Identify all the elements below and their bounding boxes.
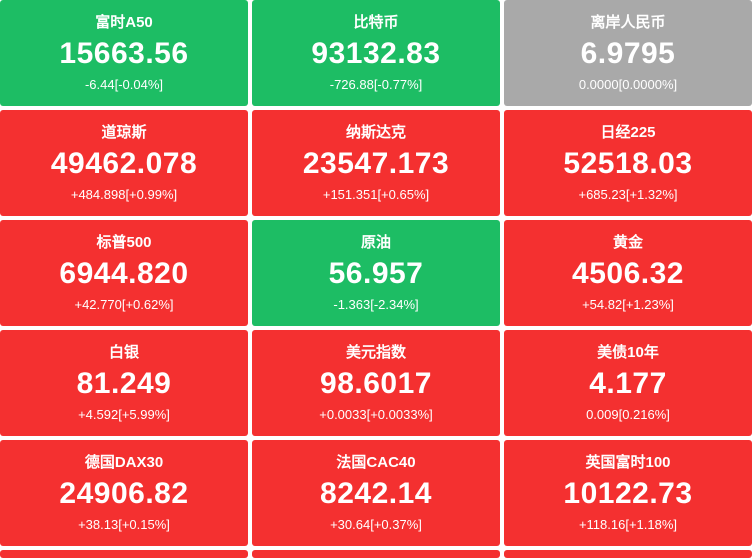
market-name: 德国DAX30 xyxy=(84,454,164,471)
market-tile[interactable]: 德国DAX30 24906.82 +38.13[+0.15%] xyxy=(0,440,248,546)
market-name: 标普500 xyxy=(96,234,152,251)
market-change: +30.64[+0.37%] xyxy=(330,517,422,532)
market-tile[interactable]: 黄金 4506.32 +54.82[+1.23%] xyxy=(504,220,752,326)
partial-tile xyxy=(0,550,248,558)
market-change: +54.82[+1.23%] xyxy=(582,297,674,312)
market-value: 49462.078 xyxy=(50,147,198,180)
market-change: +151.351[+0.65%] xyxy=(322,187,430,202)
market-value: 81.249 xyxy=(76,367,172,400)
market-tile[interactable]: 纳斯达克 23547.173 +151.351[+0.65%] xyxy=(252,110,500,216)
market-value: 4.177 xyxy=(589,367,667,400)
market-name: 英国富时100 xyxy=(585,454,671,471)
market-name: 美元指数 xyxy=(345,344,406,361)
market-tile[interactable]: 美债10年 4.177 0.009[0.216%] xyxy=(504,330,752,436)
market-value: 93132.83 xyxy=(311,37,441,70)
market-value: 6.9795 xyxy=(580,37,676,70)
market-name: 道琼斯 xyxy=(101,124,147,141)
market-tile[interactable]: 美元指数 98.6017 +0.0033[+0.0033%] xyxy=(252,330,500,436)
market-value: 23547.173 xyxy=(302,147,450,180)
market-change: +4.592[+5.99%] xyxy=(78,407,170,422)
market-change: +118.16[+1.18%] xyxy=(578,517,678,532)
market-value: 56.957 xyxy=(328,257,424,290)
market-change: +484.898[+0.99%] xyxy=(70,187,178,202)
market-name: 离岸人民币 xyxy=(590,14,666,31)
market-change: 0.0000[0.0000%] xyxy=(578,77,678,92)
market-value: 15663.56 xyxy=(59,37,189,70)
market-tile[interactable]: 法国CAC40 8242.14 +30.64[+0.37%] xyxy=(252,440,500,546)
market-tile[interactable]: 离岸人民币 6.9795 0.0000[0.0000%] xyxy=(504,0,752,106)
market-value: 4506.32 xyxy=(572,257,684,290)
market-tile[interactable]: 日经225 52518.03 +685.23[+1.32%] xyxy=(504,110,752,216)
market-value: 8242.14 xyxy=(320,477,432,510)
market-name: 美债10年 xyxy=(597,344,659,361)
market-tile[interactable]: 白银 81.249 +4.592[+5.99%] xyxy=(0,330,248,436)
market-tile[interactable]: 比特币 93132.83 -726.88[-0.77%] xyxy=(252,0,500,106)
market-change: +0.0033[+0.0033%] xyxy=(319,407,433,422)
market-name: 富时A50 xyxy=(95,14,153,31)
market-change: +685.23[+1.32%] xyxy=(578,187,678,202)
market-change: +42.770[+0.62%] xyxy=(74,297,174,312)
market-tile[interactable]: 标普500 6944.820 +42.770[+0.62%] xyxy=(0,220,248,326)
market-name: 纳斯达克 xyxy=(345,124,406,141)
market-value: 98.6017 xyxy=(320,367,432,400)
market-name: 日经225 xyxy=(600,124,656,141)
market-change: +38.13[+0.15%] xyxy=(78,517,170,532)
market-change: -6.44[-0.04%] xyxy=(84,77,164,92)
partial-tile xyxy=(252,550,500,558)
market-value: 52518.03 xyxy=(563,147,693,180)
market-name: 比特币 xyxy=(353,14,399,31)
market-value: 6944.820 xyxy=(59,257,189,290)
market-value: 10122.73 xyxy=(563,477,693,510)
market-change: 0.009[0.216%] xyxy=(586,407,670,422)
market-tile[interactable]: 英国富时100 10122.73 +118.16[+1.18%] xyxy=(504,440,752,546)
market-value: 24906.82 xyxy=(59,477,189,510)
market-tile[interactable]: 原油 56.957 -1.363[-2.34%] xyxy=(252,220,500,326)
market-tile[interactable]: 富时A50 15663.56 -6.44[-0.04%] xyxy=(0,0,248,106)
market-name: 白银 xyxy=(108,344,139,361)
market-name: 法国CAC40 xyxy=(336,454,416,471)
market-change: -1.363[-2.34%] xyxy=(333,297,419,312)
market-change: -726.88[-0.77%] xyxy=(329,77,423,92)
market-tile[interactable]: 道琼斯 49462.078 +484.898[+0.99%] xyxy=(0,110,248,216)
market-name: 黄金 xyxy=(612,234,643,251)
market-name: 原油 xyxy=(360,234,391,251)
partial-tile xyxy=(504,550,752,558)
